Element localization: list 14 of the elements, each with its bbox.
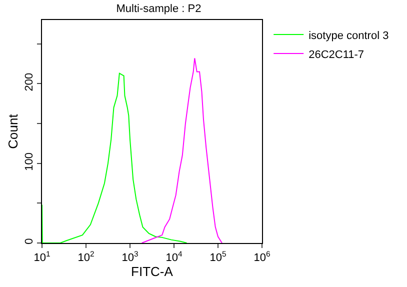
y-tick-label: 100 [24,152,36,171]
x-tick-label: 10$^{3}$ [122,250,138,264]
x-tick-label: 10$^{6}$ [254,250,270,264]
y-tick-label: 0 [24,238,36,244]
legend-label: isotype control 3 [308,30,389,42]
y-tick-label: 200 [24,72,36,92]
legend-label: 26C2C11-7 [308,48,364,61]
x-tick-label: 10$^{5}$ [210,250,226,264]
x-tick-label: 10$^{4}$ [166,250,183,264]
chart-title: Multi-sample : P2 [116,3,202,16]
x-tick-label: 10$^{2}$ [78,250,94,264]
x-tick-label: 10$^{1}$ [34,250,50,264]
y-axis-title: Count [6,114,21,149]
x-axis-title: FITC-A [131,264,174,280]
